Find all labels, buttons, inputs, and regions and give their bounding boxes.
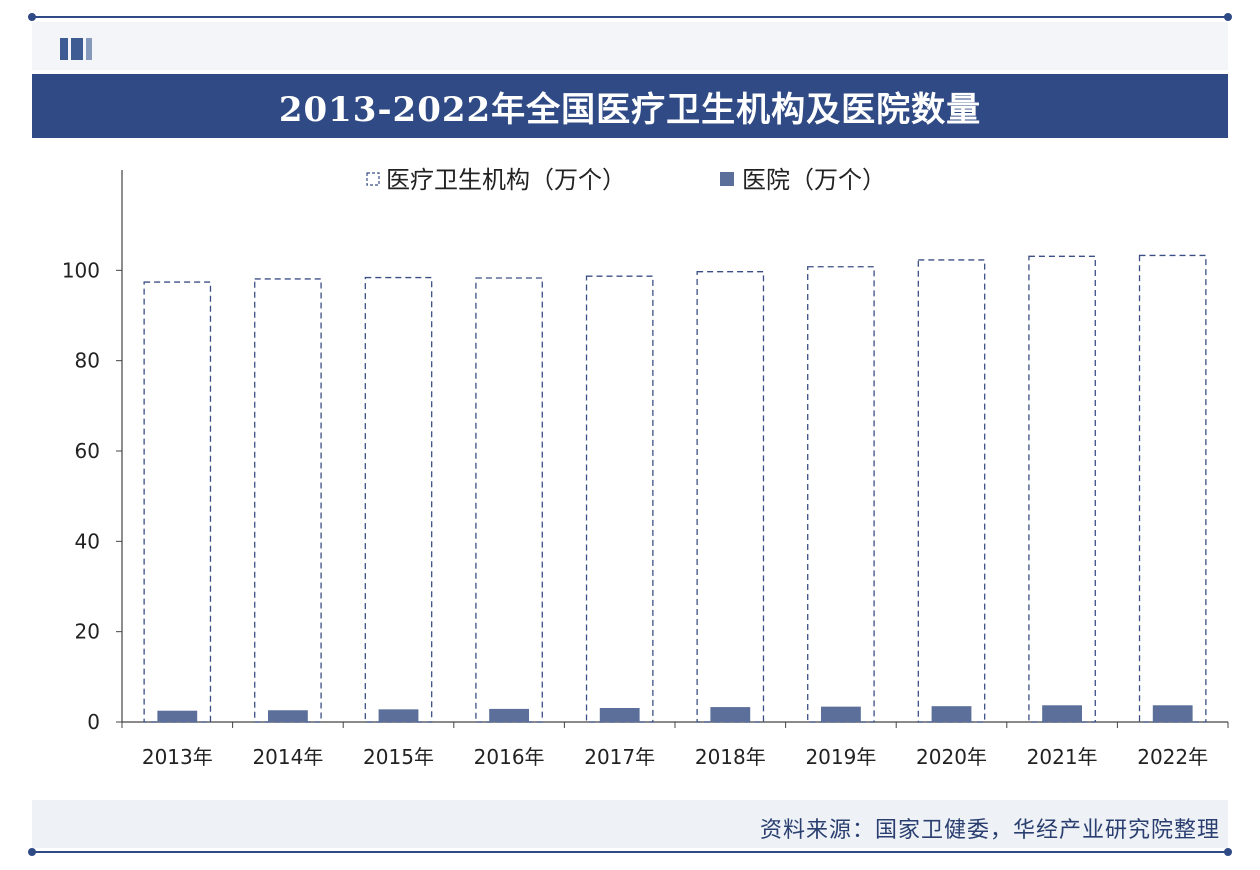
top-border-line	[28, 13, 1232, 21]
institution-bar	[1138, 254, 1207, 723]
source-note: 资料来源：国家卫健委，华经产业研究院整理	[759, 818, 1220, 843]
y-tick-label: 100	[62, 258, 100, 282]
y-tick-labels: 0 20 40 60 80 100	[62, 258, 122, 734]
x-tick-label: 2022年	[1137, 745, 1208, 769]
x-tick-label: 2018年	[695, 745, 766, 769]
y-tick-label: 20	[75, 620, 100, 644]
y-tick-label: 80	[75, 349, 100, 373]
institution-bar	[254, 278, 322, 723]
x-tick-label: 2013年	[142, 745, 213, 769]
institution-bar	[364, 276, 433, 723]
hospital-bars	[157, 705, 1193, 722]
institution-bar	[1028, 255, 1096, 723]
footer-strip	[32, 800, 1228, 848]
x-tick-label: 2014年	[252, 745, 323, 769]
hospital-bar	[710, 707, 751, 722]
x-tick-label: 2021年	[1027, 745, 1098, 769]
x-tick-labels: 2013年 2014年 2015年 2016年 2017年 2018年 2019年 2020年…	[142, 745, 1208, 769]
title-bar: 2013-2022年全国医疗卫生机构及医院数量	[32, 74, 1228, 138]
x-tick-label: 2016年	[474, 745, 545, 769]
x-tick-label: 2015年	[363, 745, 434, 769]
x-tick-label: 2019年	[805, 745, 876, 769]
institution-bars	[143, 254, 1207, 723]
chart-axes	[121, 170, 1229, 728]
legend-swatch-hospitals	[720, 172, 734, 186]
institution-bar	[807, 266, 875, 723]
hospital-bar	[157, 710, 198, 722]
hospital-bar	[267, 710, 308, 722]
y-tick-label: 40	[75, 529, 100, 553]
institution-bar	[143, 281, 212, 723]
hospital-bar	[599, 707, 640, 722]
y-tick-label: 60	[75, 439, 100, 463]
brand-logo-icon	[60, 38, 100, 60]
institution-bar	[696, 271, 765, 723]
hospital-bar	[489, 708, 530, 722]
hospital-bar	[1042, 705, 1083, 722]
y-tick-label: 0	[87, 710, 100, 734]
hospital-bar	[931, 706, 972, 722]
bottom-border-line	[28, 848, 1232, 856]
legend-label-institutions: 医疗卫生机构（万个）	[386, 166, 626, 194]
hospital-bar	[378, 709, 419, 722]
x-tick-label: 2017年	[584, 745, 655, 769]
legend-swatch-institutions	[366, 172, 380, 186]
institution-bar	[585, 275, 654, 723]
header-strip	[32, 22, 1228, 70]
x-tick-label: 2020年	[916, 745, 987, 769]
chart-title: 2013-2022年全国医疗卫生机构及医院数量	[278, 89, 982, 130]
institution-bar	[917, 259, 986, 723]
hospital-bar	[1152, 705, 1193, 722]
legend-label-hospitals: 医院（万个）	[742, 166, 886, 194]
hospital-bar	[820, 706, 861, 722]
legend: 医疗卫生机构（万个） 医院（万个）	[366, 166, 886, 194]
institution-bar	[475, 277, 543, 723]
